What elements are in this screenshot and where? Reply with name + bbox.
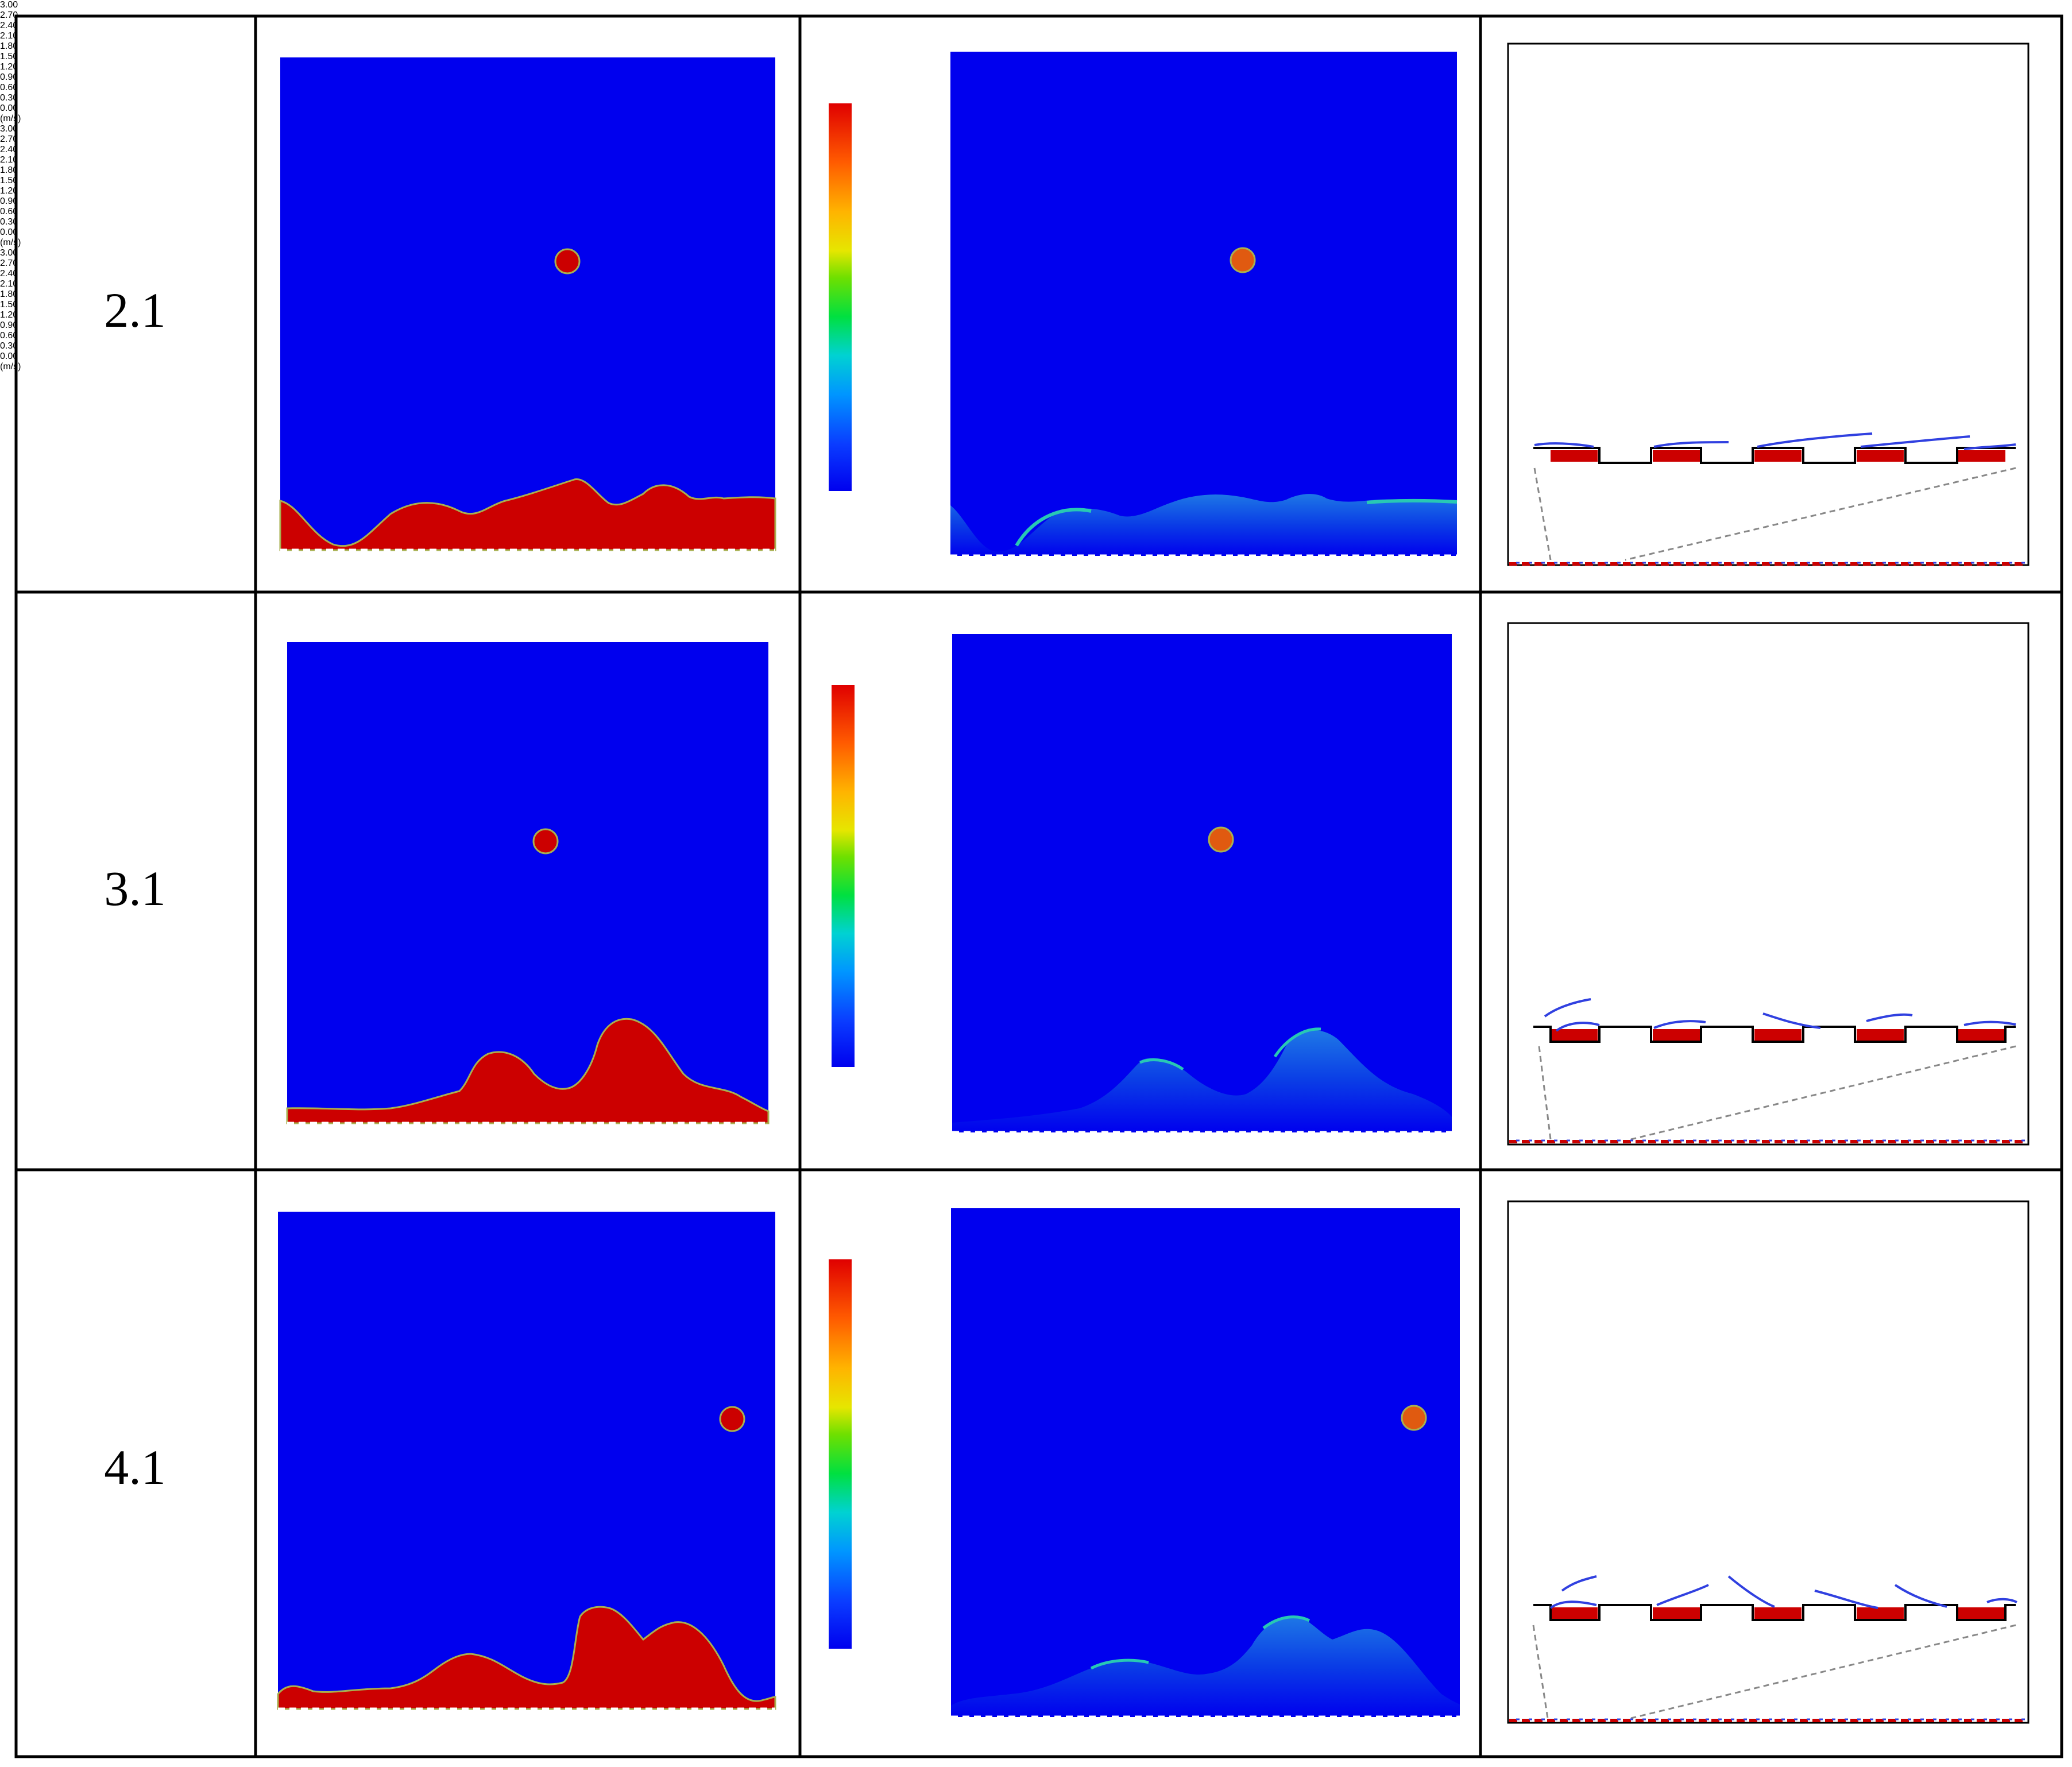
colorbar-tick-label: 3.00: [0, 124, 18, 134]
colorbar-tick-label: 0.00: [0, 351, 18, 361]
detail-panel-3: [1507, 1200, 2030, 1724]
colorbar-tick-label: 1.80: [0, 41, 18, 51]
sphere-1b: [1230, 247, 1256, 273]
colorbar-tick-label: 0.60: [0, 83, 18, 92]
colorbar-tick-label: 1.80: [0, 165, 18, 175]
colorbar-tick-label: 2.40: [0, 269, 18, 279]
row-1: [279, 42, 2030, 566]
table-lines: [14, 14, 2063, 1758]
volume-fraction-panel-2: [286, 642, 770, 1125]
row-3: [277, 1200, 2030, 1724]
velocity-bed-2: [952, 1030, 1452, 1132]
colorbar-tick-label: 0.00: [0, 103, 18, 113]
colorbar-tick-label: 1.80: [0, 289, 18, 299]
colorbar-tick-label: 3.00: [0, 248, 18, 258]
colorbar-tick-label: 2.10: [0, 31, 18, 41]
colorbar-tick-label: 0.90: [0, 320, 18, 330]
colorbar-tick-label: 0.30: [0, 93, 18, 103]
sphere-3b: [1401, 1405, 1427, 1431]
colorbar-tick-label: 2.40: [0, 145, 18, 154]
row-label-1: 2.1: [104, 283, 166, 338]
row-2: [286, 622, 2030, 1146]
colorbar-tick-label: 3.00: [0, 0, 18, 10]
colorbar-tick-label: 2.40: [0, 21, 18, 30]
dense-phase-bed-3: [277, 1606, 776, 1710]
colorbar-tick-label: 1.20: [0, 62, 18, 72]
colorbar-tick-label: 0.90: [0, 196, 18, 206]
volume-fraction-panel-1: [279, 57, 776, 552]
sphere-2b: [1208, 826, 1234, 853]
colorbar-tick-label: 0.30: [0, 217, 18, 227]
volume-fraction-panel-3: [277, 1212, 776, 1711]
velocity-panel-3: [951, 1208, 1460, 1719]
dense-phase-bed-2: [286, 1018, 770, 1124]
velocity-bed-3: [951, 1616, 1460, 1717]
colorbar-tick-label: 0.30: [0, 341, 18, 351]
colorbar-tick-label: 1.50: [0, 176, 18, 185]
colorbar-tick-label: 1.20: [0, 186, 18, 196]
colorbar-tick-label: 1.50: [0, 52, 18, 61]
colorbar-2: [832, 685, 855, 1067]
dense-phase-bed-1: [279, 478, 776, 551]
sphere-3a: [719, 1406, 745, 1432]
colorbar-3: [829, 1259, 852, 1649]
detail-panel-1: [1507, 42, 2030, 566]
sphere-1a: [554, 248, 581, 274]
colorbar-tick-label: 2.70: [0, 134, 18, 144]
colorbar-tick-label: 0.00: [0, 227, 18, 237]
colorbar-tick-label: 2.70: [0, 10, 18, 20]
colorbar-1: [829, 103, 852, 491]
row-label-2: 3.1: [104, 861, 166, 916]
row-label-3: 4.1: [104, 1440, 166, 1495]
sphere-2a: [532, 828, 559, 854]
colorbar-tick-label: 0.60: [0, 331, 18, 341]
colorbar-tick-label: 2.10: [0, 155, 18, 165]
velocity-panel-1: [950, 52, 1458, 558]
colorbar-tick-label: 1.50: [0, 300, 18, 310]
colorbar-tick-label: 2.70: [0, 258, 18, 268]
colorbar-tick-label: 0.60: [0, 207, 18, 216]
colorbar-tick-label: 2.10: [0, 279, 18, 289]
colorbar-tick-label: 1.20: [0, 310, 18, 320]
detail-panel-2: [1507, 622, 2030, 1146]
colorbar-tick-label: 0.90: [0, 72, 18, 82]
velocity-panel-2: [952, 634, 1452, 1134]
